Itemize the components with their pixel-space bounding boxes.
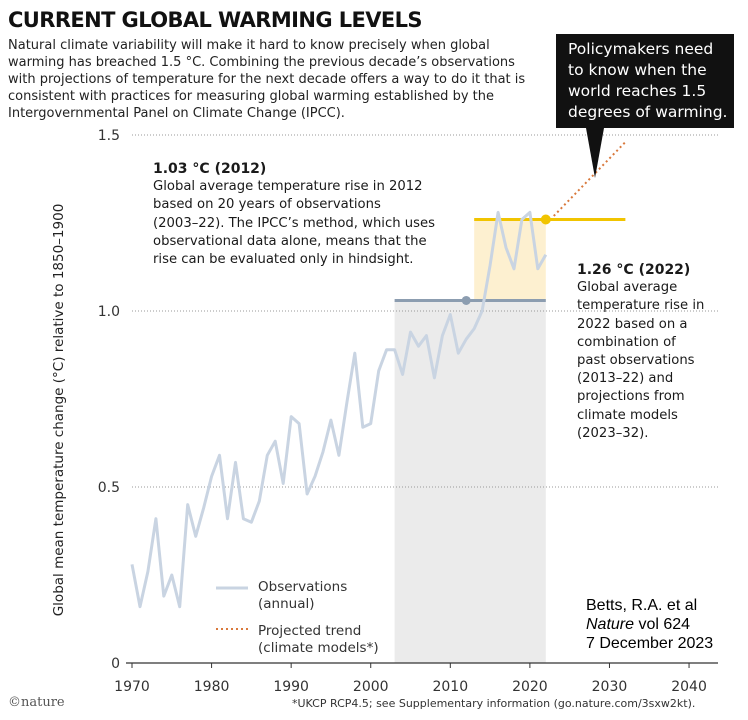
x-tick-label: 1990	[273, 679, 309, 695]
callout-line: to know when the	[568, 61, 707, 79]
footnote: *UKCP RCP4.5; see Supplementary informat…	[292, 697, 696, 710]
annotation-line: based on 20 years of observations	[153, 197, 381, 213]
x-tick-label: 2000	[353, 679, 389, 695]
legend-swatches	[216, 586, 248, 630]
legend-projected: Projected trend (climate models*)	[258, 623, 379, 657]
annotation-line: temperature rise in	[577, 298, 705, 314]
y-tick-label: 1.0	[98, 304, 120, 320]
intro-line: with projections of temperature for the …	[8, 72, 526, 87]
nature-logo: ©nature	[8, 695, 65, 710]
annotation-line: (2023–32).	[577, 425, 649, 441]
level-2012-marker	[461, 295, 471, 305]
callout-pointer	[586, 128, 604, 178]
annotation-line: Global average temperature rise in 2012	[153, 179, 423, 195]
annotation-line: 2022 based on a	[577, 316, 688, 332]
annotation-2012-heading: 1.03 °C (2012)	[153, 161, 267, 177]
credit-date: 7 December 2023	[586, 635, 714, 652]
x-tick-label: 2010	[432, 679, 468, 695]
credit-author: Betts, R.A. et al	[586, 597, 698, 614]
annotation-line: observational data alone, means that the	[153, 233, 427, 249]
legend-observations: Observations (annual)	[258, 579, 347, 613]
annotation-line: climate models	[577, 407, 678, 423]
callout-line: degrees of warming.	[568, 103, 728, 121]
credit-journal: Nature	[586, 616, 635, 633]
annotation-line: past observations	[577, 353, 695, 369]
annotation-line: projections from	[577, 389, 685, 405]
x-tick-label: 2030	[592, 679, 628, 695]
callout-line: Policymakers need	[568, 40, 714, 58]
observations-line	[130, 210, 548, 609]
annotation-line: (2003–22). The IPCC’s method, which uses	[153, 215, 435, 231]
intro-line: Natural climate variability will make it…	[8, 38, 490, 53]
source-credit: Betts, R.A. et al Nature vol 624 7 Decem…	[586, 596, 713, 653]
x-tick-label: 1970	[114, 679, 150, 695]
intro-text: Natural climate variability will make it…	[8, 37, 553, 122]
y-axis-label: Global mean temperature change (°C) rela…	[51, 204, 67, 617]
y-tick-label: 0	[111, 656, 120, 672]
x-tick-label: 1980	[194, 679, 230, 695]
annotation-2022-heading: 1.26 °C (2022)	[577, 262, 691, 278]
policymakers-callout: Policymakers need to know when the world…	[556, 34, 734, 128]
annotation-line: Global average	[577, 280, 678, 296]
callout-line: world reaches 1.5	[568, 82, 707, 100]
legend-observations-sublabel: (annual)	[258, 596, 315, 612]
level-2022-marker	[540, 214, 551, 225]
intro-line: Intergovernmental Panel on Climate Chang…	[8, 106, 345, 121]
legend-projected-sublabel: (climate models*)	[258, 640, 379, 656]
annotation-line: (2013–22) and	[577, 371, 674, 387]
projected-trend-line	[553, 141, 627, 217]
credit-volume: vol 624	[634, 616, 691, 633]
x-tick-label: 2040	[671, 679, 707, 695]
annotation-line: rise can be evaluated only in hindsight.	[153, 252, 414, 268]
annotation-line: combination of	[577, 334, 676, 350]
window-2003-2022-shade	[394, 300, 546, 663]
y-tick-label: 0.5	[98, 480, 120, 496]
chart-title: CURRENT GLOBAL WARMING LEVELS	[8, 8, 423, 32]
intro-line: warming has breached 1.5 °C. Combining t…	[8, 55, 515, 70]
legend-projected-label: Projected trend	[258, 623, 362, 639]
annotation-2022: 1.26 °C (2022) Global average temperatur…	[577, 261, 704, 443]
x-tick-label: 2020	[512, 679, 548, 695]
annotation-2012: 1.03 °C (2012) Global average temperatur…	[153, 160, 435, 269]
credit-journal-line: Nature vol 624	[586, 615, 713, 634]
legend-observations-label: Observations	[258, 579, 348, 595]
y-tick-label: 1.5	[98, 128, 120, 144]
intro-line: consistent with practices for measuring …	[8, 89, 494, 104]
